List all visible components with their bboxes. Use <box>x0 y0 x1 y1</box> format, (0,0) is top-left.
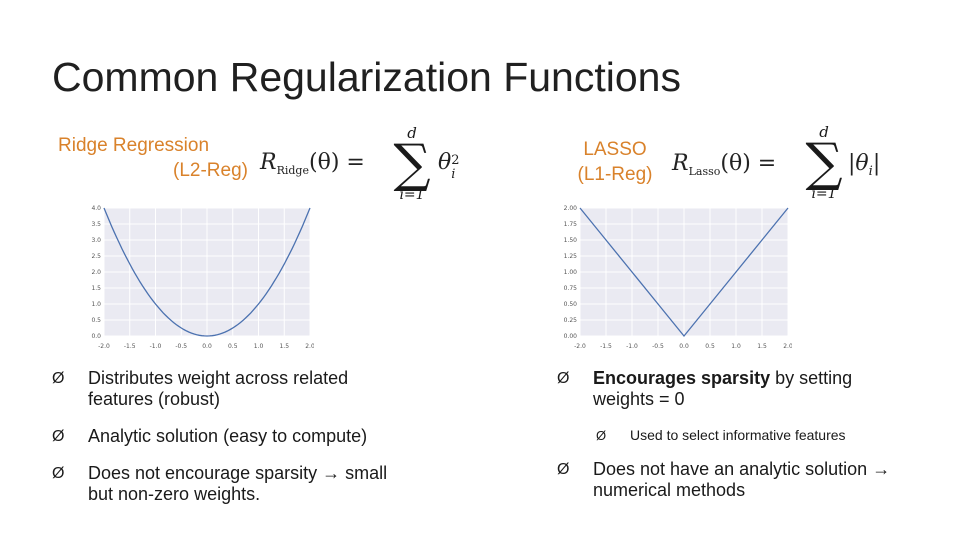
ridge-sum-lower: i=1 <box>399 187 425 203</box>
ridge-bullet-3-text-b: small but non-zero weights. <box>88 463 388 504</box>
lasso-bullet-3-text: Does not have an analytic solution → num… <box>593 459 913 501</box>
lasso-formula-subscript: Lasso <box>688 165 721 178</box>
ridge-x-tick-label: -0.5 <box>175 343 187 350</box>
bullet-arrow-icon: Ø <box>557 370 570 387</box>
lasso-bullet-1-text: Encourages sparsity by setting weights =… <box>593 368 903 410</box>
lasso-heading: LASSO (L1-Reg) <box>560 137 670 187</box>
lasso-bullet-1: Ø Encourages sparsity by setting weights… <box>557 368 917 412</box>
ridge-y-tick-label: 0.0 <box>91 333 101 340</box>
ridge-y-tick-label: 2.0 <box>91 269 101 276</box>
ridge-x-tick-label: 0.5 <box>228 343 238 350</box>
ridge-x-tick-label: 2.0 <box>305 343 314 350</box>
ridge-y-tick-label: 1.5 <box>91 285 101 292</box>
ridge-formula-subscript: Ridge <box>276 164 309 177</box>
lasso-heading-line1: LASSO <box>583 139 647 160</box>
ridge-bullet-1: Ø Distributes weight across related feat… <box>52 368 432 412</box>
ridge-summand-sup: 2 <box>451 153 460 168</box>
ridge-summand-sub: i <box>451 167 456 182</box>
lasso-y-tick-label: 0.25 <box>564 317 578 324</box>
lasso-series-line <box>579 207 789 338</box>
arrow-right-icon: → <box>872 459 891 479</box>
lasso-bullet-2-text: Used to select informative features <box>630 427 846 443</box>
ridge-bullet-3-text-a: Does not encourage sparsity <box>88 463 323 483</box>
lasso-y-tick-label: 0.00 <box>564 333 578 340</box>
ridge-x-tick-label: 1.0 <box>254 343 264 350</box>
ridge-x-tick-label: -2.0 <box>98 343 110 350</box>
ridge-bullet-1-text: Distributes weight across related featur… <box>88 368 349 409</box>
ridge-chart: -2.0 -1.5 -1.0 -0.5 0.0 0.5 1.0 1.5 2.0 4.0 3.5 3.0… <box>84 204 314 352</box>
ridge-sum-upper: d <box>407 124 417 142</box>
ridge-bullet-2: Ø Analytic solution (easy to compute) <box>52 426 452 448</box>
lasso-summand-sub: i <box>868 164 873 179</box>
ridge-y-tick-label: 2.5 <box>91 253 101 260</box>
lasso-sum-upper: d <box>819 123 829 141</box>
bullet-arrow-icon: Ø <box>52 428 65 445</box>
lasso-y-tick-label: 1.50 <box>564 237 578 244</box>
lasso-bullet-1-bold: Encourages sparsity <box>593 368 771 388</box>
ridge-y-tick-label: 4.0 <box>91 205 101 212</box>
lasso-summand-end: | <box>872 151 881 176</box>
lasso-x-tick-label: 2.0 <box>783 343 792 350</box>
ridge-y-tick-label: 3.5 <box>91 221 101 228</box>
ridge-y-tick-label: 3.0 <box>91 237 101 244</box>
ridge-x-tick-label: 1.5 <box>279 343 289 350</box>
lasso-formula-arg: (θ) = <box>720 151 777 176</box>
lasso-x-tick-label: 0.0 <box>679 343 689 350</box>
ridge-x-tick-label: -1.0 <box>150 343 162 350</box>
lasso-heading-line2: (L1-Reg) <box>577 164 653 185</box>
lasso-sum-symbol: d ∑ i=1 <box>804 124 844 202</box>
lasso-y-tick-label: 1.00 <box>564 269 578 276</box>
lasso-y-tick-label: 0.50 <box>564 301 578 308</box>
ridge-heading: Ridge Regression (L2-Reg) <box>58 133 248 183</box>
ridge-series-line <box>103 207 311 337</box>
sigma-icon: ∑ <box>393 134 431 194</box>
lasso-sum-lower: i=1 <box>811 186 837 202</box>
bullet-arrow-icon: Ø <box>596 428 607 443</box>
lasso-bullet-2: Ø Used to select informative features <box>596 425 896 445</box>
lasso-formula: RLasso(θ) = d ∑ i=1 |θi| <box>670 124 890 209</box>
bullet-arrow-icon: Ø <box>557 461 570 478</box>
lasso-x-tick-label: -1.5 <box>600 343 612 350</box>
ridge-x-tick-label: -1.5 <box>124 343 136 350</box>
ridge-y-tick-label: 0.5 <box>91 317 101 324</box>
lasso-x-tick-label: -1.0 <box>626 343 638 350</box>
lasso-x-tick-label: 1.0 <box>731 343 741 350</box>
ridge-bullet-2-text: Analytic solution (easy to compute) <box>88 426 368 446</box>
ridge-formula-arg: (θ) = <box>308 150 365 175</box>
lasso-y-tick-label: 2.00 <box>564 205 578 212</box>
bullet-arrow-icon: Ø <box>52 370 65 387</box>
lasso-y-tick-label: 1.75 <box>564 221 578 228</box>
ridge-sum-symbol: d ∑ i=1 <box>392 125 432 203</box>
ridge-x-tick-label: 0.0 <box>202 343 212 350</box>
ridge-chart-svg: -2.0 -1.5 -1.0 -0.5 0.0 0.5 1.0 1.5 2.0 4.0 3.5 3.0… <box>91 205 314 350</box>
ridge-heading-line1: Ridge Regression <box>58 135 210 156</box>
ridge-formula-lhs: R <box>260 150 277 175</box>
lasso-formula-lhs: R <box>672 151 689 176</box>
sigma-icon: ∑ <box>805 133 843 193</box>
ridge-summand: θ <box>438 150 452 175</box>
lasso-x-tick-label: 1.5 <box>757 343 767 350</box>
arrow-right-icon: → <box>322 463 341 483</box>
lasso-chart: -2.0 -1.5 -1.0 -0.5 0.0 0.5 1.0 1.5 2.0 2.00 1.75 1… <box>560 204 792 352</box>
lasso-x-tick-label: -2.0 <box>574 343 586 350</box>
slide-title: Common Regularization Functions <box>52 54 681 100</box>
lasso-bullet-3-text-a: Does not have an analytic solution <box>593 459 873 479</box>
bullet-arrow-icon: Ø <box>52 465 65 482</box>
lasso-bullet-3: Ø Does not have an analytic solution → n… <box>557 459 917 503</box>
lasso-y-tick-label: 0.75 <box>564 285 578 292</box>
lasso-bullet-1-rest: by setting weights = 0 <box>593 368 853 409</box>
ridge-bullet-3-text: Does not encourage sparsity → small but … <box>88 463 388 505</box>
ridge-heading-line2: (L2-Reg) <box>173 160 248 181</box>
lasso-x-tick-label: 0.5 <box>705 343 715 350</box>
lasso-summand: |θ <box>848 151 869 176</box>
ridge-y-tick-label: 1.0 <box>91 301 101 308</box>
ridge-bullet-3: Ø Does not encourage sparsity → small bu… <box>52 463 432 507</box>
lasso-y-tick-label: 1.25 <box>564 253 578 260</box>
lasso-chart-svg: -2.0 -1.5 -1.0 -0.5 0.0 0.5 1.0 1.5 2.0 2.00 1.75 1… <box>564 205 792 350</box>
lasso-x-tick-label: -0.5 <box>652 343 664 350</box>
lasso-bullet-3-text-b: numerical methods <box>593 480 746 500</box>
